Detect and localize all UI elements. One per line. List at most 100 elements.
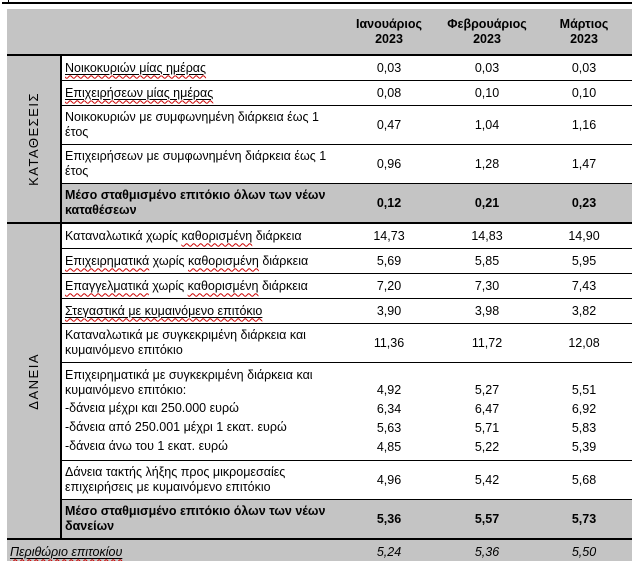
cell-value: 5,42: [474, 472, 500, 487]
cell-value: 0,03: [376, 60, 402, 75]
row-label-text: Επιχειρηματικά με συγκεκριμένη διάρκεια …: [65, 368, 336, 398]
label-text: -δάνεια από 250.001 μέχρι 1 εκατ. ευρώ: [65, 419, 287, 434]
label-text: Επιχειρηματικά με συγκεκριμένη διάρκεια …: [65, 367, 313, 397]
label-text: Μέσο σταθμισμένο επιτόκιο όλων των νέων …: [65, 188, 326, 217]
row-label: -δάνεια μέχρι και 250.000 ευρώ: [62, 399, 340, 418]
underlined-text: Νοικοκυριών μίας ημέρας: [65, 61, 206, 75]
row-label-text: Μέσο σταθμισμένο επιτόκιο όλων των νέων …: [65, 188, 336, 218]
cell-value: 0,23: [571, 195, 597, 210]
row-label: Στεγαστικά με κυμαινόμενο επιτόκιο: [62, 299, 340, 323]
row-label: Νοικοκυριών με συμφωνημένη διάρκεια έως …: [62, 106, 340, 144]
label-text: Νοικοκυριών με συμφωνημένη διάρκεια έως …: [65, 110, 319, 139]
row-label-text: Νοικοκυριών με συμφωνημένη διάρκεια έως …: [65, 110, 336, 140]
table-row: Νοικοκυριών με συμφωνημένη διάρκεια έως …: [62, 105, 632, 144]
cell-value: 5,57: [474, 511, 500, 526]
row-label: Επαγγελματικά χωρίς καθορισμένη διάρκεια: [62, 274, 340, 298]
table-subrow: Επιχειρηματικά με συγκεκριμένη διάρκεια …: [62, 366, 632, 399]
cell-value: 0,12: [376, 195, 402, 210]
label-text: Καταναλωτικά με συγκεκριμένη διάρκεια κα…: [65, 328, 306, 357]
row-label: Επιχειρήσεων μίας ημέρας: [62, 81, 340, 105]
cell-value: 4,96: [376, 472, 402, 487]
cell-value: 0,96: [376, 156, 402, 171]
table-top-border: [2, 2, 632, 4]
label-text: χωρίς: [148, 278, 188, 293]
cell-value: 0,10: [474, 85, 500, 100]
cell-value: 5,83: [571, 420, 597, 435]
table-row: Νοικοκυριών μίας ημέρας 0,03 0,03 0,03: [62, 56, 632, 80]
section-δανεια: ΔΑΝΕΙΑ Καταναλωτικά χωρίς καθορισμένη διά…: [7, 224, 632, 540]
cell-value: 0,03: [571, 60, 597, 75]
cell-value: 5,63: [376, 420, 402, 435]
table-row: Μέσο σταθμισμένο επιτόκιο όλων των νέων …: [62, 499, 632, 538]
month-name: Ιανουάριος: [355, 16, 423, 31]
cell-value: 14,73: [373, 228, 405, 243]
row-label: Μέσο σταθμισμένο επιτόκιο όλων των νέων …: [62, 500, 340, 538]
table-row: Στεγαστικά με κυμαινόμενο επιτόκιο 3,90 3,…: [62, 298, 632, 323]
cell-value: 3,90: [376, 303, 402, 318]
label-text: Νοικοκυριών μίας ημέρας: [65, 60, 207, 75]
table-row: Επιχειρηματικά με συγκεκριμένη διάρκεια …: [62, 362, 632, 460]
label-text: χωρίς: [149, 253, 189, 268]
row-label: Καταναλωτικά χωρίς καθορισμένη διάρκεια: [62, 224, 340, 248]
underlined-text: Επιχειρήσεων μίας ημέρας: [65, 86, 213, 100]
table-row: Καταναλωτικά χωρίς καθορισμένη διάρκεια 1…: [62, 224, 632, 248]
row-label-text: Καταναλωτικά χωρίς καθορισμένη διάρκεια: [65, 229, 302, 244]
cell-value: 1,16: [571, 117, 597, 132]
cell-value: 0,03: [474, 60, 500, 75]
cell-value: 5,36: [474, 544, 500, 559]
row-label-text: Επιχειρήσεων μίας ημέρας: [65, 86, 213, 101]
label-text: Στεγαστικά με κυμαινόμενο επιτόκιο: [65, 303, 263, 318]
footer-label-text: Περιθώριο επιτοκίου: [10, 545, 122, 560]
row-label-text: Μέσο σταθμισμένο επιτόκιο όλων των νέων …: [65, 504, 336, 534]
cell-value: 6,34: [376, 401, 402, 416]
row-label-text: Νοικοκυριών μίας ημέρας: [65, 61, 206, 76]
table-row: Επιχειρηματικά χωρίς καθορισμένη διάρκει…: [62, 248, 632, 273]
row-label: Καταναλωτικά με συγκεκριμένη διάρκεια κα…: [62, 324, 340, 362]
cell-value: 0,21: [474, 195, 500, 210]
section-καταθεσεις: ΚΑΤΑΘΕΣΕΙΣ Νοικοκυριών μίας ημέρας 0,03 0,0…: [7, 56, 632, 224]
row-label-text: Δάνεια τακτής λήξης προς μικρομεσαίες επ…: [65, 465, 336, 495]
cell-value: 5,68: [571, 472, 597, 487]
section-rows: Καταναλωτικά χωρίς καθορισμένη διάρκεια 1…: [62, 224, 632, 538]
row-label: Επιχειρηματικά χωρίς καθορισμένη διάρκει…: [62, 249, 340, 273]
label-text: διάρκεια: [258, 253, 309, 268]
table-body: ΚΑΤΑΘΕΣΕΙΣ Νοικοκυριών μίας ημέρας 0,03 0,0…: [7, 56, 632, 540]
row-label-text: Επιχειρηματικά χωρίς καθορισμένη διάρκει…: [65, 254, 308, 269]
section-name: ΚΑΤΑΘΕΣΕΙΣ: [26, 92, 41, 186]
cell-value: 3,82: [571, 303, 597, 318]
footer-row-margin: Περιθώριο επιτοκίου 5,24 5,36 5,50: [7, 540, 632, 561]
table-subrow: -δάνεια άνω του 1 εκατ. ευρώ 4,85 5,22 5,39: [62, 437, 632, 456]
month-year: 2023: [473, 31, 501, 46]
row-label: Επιχειρηματικά με συγκεκριμένη διάρκεια …: [62, 366, 340, 399]
cell-value: 3,98: [474, 303, 500, 318]
month-header: Φεβρουάριος 2023: [438, 13, 536, 51]
cell-value: 1,28: [474, 156, 500, 171]
table-row: Καταναλωτικά με συγκεκριμένη διάρκεια κα…: [62, 323, 632, 362]
table-row: Μέσο σταθμισμένο επιτόκιο όλων των νέων …: [62, 183, 632, 222]
cell-value: 5,71: [474, 420, 500, 435]
label-text: καθορισμένη: [187, 278, 259, 293]
row-label: Μέσο σταθμισμένο επιτόκιο όλων των νέων …: [62, 184, 340, 222]
interest-rates-table: Ιανουάριος 2023 Φεβρουάριος 2023 Μάρτιος 2023…: [7, 9, 632, 561]
row-label: -δάνεια άνω του 1 εκατ. ευρώ: [62, 437, 340, 456]
row-label-text: Επιχειρήσεων με συμφωνημένη διάρκεια έως…: [65, 149, 336, 179]
row-label: Δάνεια τακτής λήξης προς μικρομεσαίες επ…: [62, 461, 340, 499]
month-header: Ιανουάριος 2023: [340, 13, 438, 51]
cell-value: 1,47: [571, 156, 597, 171]
cell-value: 7,30: [474, 278, 500, 293]
month-year: 2023: [570, 31, 598, 46]
cell-value: 5,69: [376, 253, 402, 268]
cell-value: 1,04: [474, 117, 500, 132]
month-name: Μάρτιος: [559, 16, 609, 31]
cell-value: 5,36: [376, 511, 402, 526]
label-text: Επιχειρηματικά: [65, 253, 150, 268]
cell-value: 5,27: [474, 382, 500, 397]
section-name: ΔΑΝΕΙΑ: [26, 352, 41, 410]
table-subrow: -δάνεια μέχρι και 250.000 ευρώ 6,34 6,47 6,…: [62, 399, 632, 418]
cell-value: 4,92: [376, 382, 402, 397]
footer-label: Περιθώριο επιτοκίου: [7, 542, 340, 561]
label-text: -δάνεια άνω του 1 εκατ. ευρώ: [65, 438, 228, 453]
cell-value: 6,92: [571, 401, 597, 416]
row-label-text: -δάνεια άνω του 1 εκατ. ευρώ: [65, 439, 228, 454]
month-year: 2023: [375, 31, 403, 46]
